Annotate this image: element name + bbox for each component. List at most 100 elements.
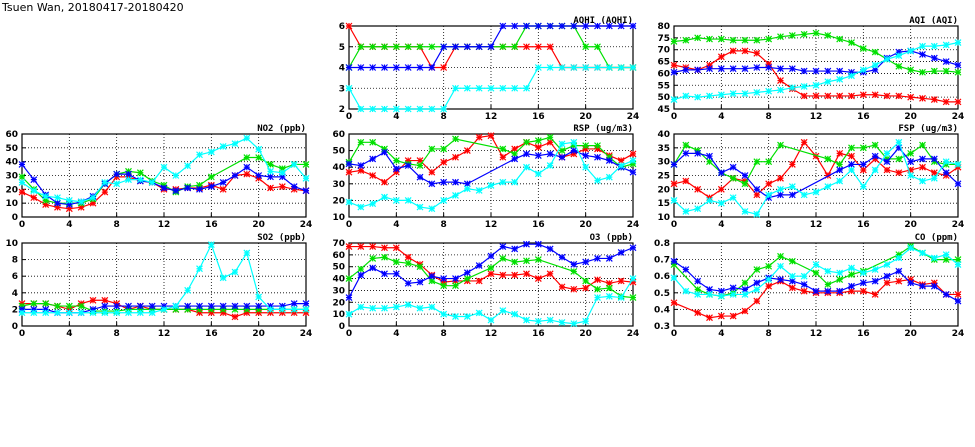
data-point-red [30, 194, 38, 202]
data-point-cyan [848, 166, 855, 174]
data-point-red [290, 309, 298, 317]
data-point-green [440, 145, 448, 153]
data-point-blue [148, 302, 156, 310]
data-point-red [682, 177, 690, 185]
data-point-red [101, 188, 109, 196]
x-tick-label: 24 [627, 112, 640, 122]
data-point-blue [357, 64, 365, 71]
x-tick-label: 16 [857, 112, 870, 122]
data-point-cyan [345, 310, 353, 318]
data-point-red [594, 145, 601, 153]
data-point-cyan [907, 244, 915, 252]
data-point-red [605, 279, 613, 287]
data-point-cyan [753, 88, 761, 96]
data-point-red [511, 145, 519, 153]
data-point-cyan [523, 316, 530, 324]
data-point-green [670, 261, 678, 269]
chart-title: NO2 (ppb) [257, 124, 306, 134]
data-point-blue [694, 277, 702, 285]
data-point-cyan [670, 196, 678, 204]
data-point-cyan [416, 105, 424, 113]
data-point-red [278, 309, 286, 317]
data-point-green [77, 302, 85, 310]
x-tick-label: 0 [671, 112, 677, 122]
data-point-cyan [859, 183, 867, 190]
data-point-green [706, 35, 713, 43]
data-point-cyan [278, 169, 286, 177]
data-point-blue [302, 187, 310, 195]
data-point-blue [777, 191, 784, 199]
data-point-blue [475, 262, 483, 269]
y-tick-label: 15 [657, 199, 670, 209]
y-tick-label: 0.6 [654, 272, 670, 282]
data-point-green [558, 147, 566, 155]
data-point-cyan [77, 309, 85, 317]
y-tick-label: 8 [12, 256, 18, 266]
x-tick-label: 24 [300, 220, 313, 230]
data-point-green [895, 62, 903, 70]
data-point-cyan [954, 39, 962, 47]
data-point-green [777, 33, 784, 41]
data-point-blue [404, 279, 412, 287]
data-point-green [42, 196, 50, 204]
data-point-cyan [871, 166, 879, 174]
data-point-red [511, 271, 519, 279]
data-point-green [255, 305, 263, 313]
data-point-red [871, 291, 879, 298]
data-point-blue [629, 244, 637, 252]
y-tick-label: 55 [657, 81, 670, 91]
data-point-green [357, 43, 365, 51]
data-point-blue [907, 279, 915, 287]
data-point-blue [706, 152, 713, 160]
y-tick-label: 0 [12, 322, 18, 332]
data-point-blue [440, 178, 448, 186]
data-point-blue [428, 180, 436, 188]
data-point-cyan [196, 151, 203, 159]
data-point-green [546, 133, 554, 141]
x-tick-label: 20 [904, 112, 917, 122]
data-point-red [859, 166, 867, 174]
data-point-blue [883, 272, 891, 280]
data-point-cyan [694, 291, 702, 298]
data-point-cyan [824, 183, 832, 190]
data-point-green [919, 141, 926, 149]
data-point-green [812, 29, 820, 37]
data-point-blue [184, 184, 192, 192]
data-point-red [717, 53, 725, 61]
data-point-blue [184, 302, 192, 310]
data-point-red [907, 93, 915, 101]
series-line-blue [348, 149, 634, 185]
data-point-cyan [487, 84, 495, 92]
data-point-cyan [824, 78, 832, 86]
data-point-blue [54, 199, 61, 207]
data-point-cyan [895, 138, 903, 146]
data-point-cyan [629, 157, 637, 164]
data-point-green [440, 282, 448, 290]
data-point-blue [65, 201, 73, 208]
data-point-cyan [440, 310, 448, 318]
data-point-cyan [582, 64, 590, 71]
data-point-blue [717, 65, 725, 73]
data-point-green [381, 43, 388, 51]
plot-frame [21, 242, 307, 327]
data-point-cyan [717, 199, 725, 207]
data-point-green [765, 35, 773, 43]
data-point-green [682, 36, 690, 44]
data-point-blue [741, 172, 749, 179]
data-point-blue [605, 254, 613, 262]
data-point-blue [278, 302, 286, 310]
chart-title: CO (ppm) [915, 233, 958, 243]
data-point-red [345, 22, 353, 30]
data-point-blue [682, 149, 690, 157]
data-point-blue [788, 277, 796, 285]
data-point-cyan [883, 149, 891, 157]
data-point-blue [871, 277, 879, 285]
x-tick-label: 0 [346, 329, 352, 339]
data-point-blue [954, 297, 962, 305]
data-point-blue [570, 147, 578, 155]
data-point-cyan [499, 178, 507, 186]
data-point-blue [345, 64, 353, 71]
data-point-red [428, 168, 436, 176]
data-point-red [907, 276, 915, 283]
